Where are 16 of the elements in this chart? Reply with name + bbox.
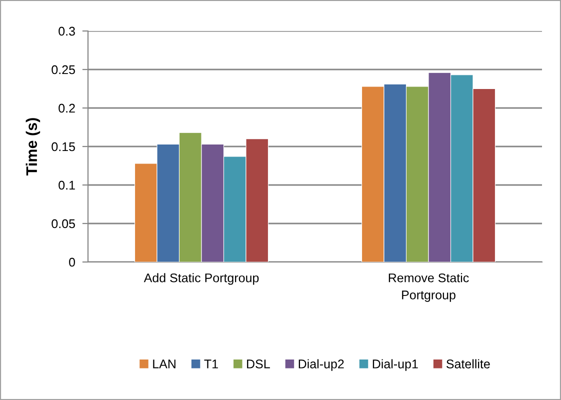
legend-label: T1 [204, 360, 218, 368]
y-tick-label: 0.1 [58, 180, 75, 190]
y-tick-label: 0.25 [52, 65, 75, 74]
x-tick-label: Add Static Portgroup [144, 273, 259, 285]
y-tick-label: 0.15 [52, 142, 75, 152]
x-tick-label: Remove Static Portgroup [388, 273, 469, 302]
y-tick-label: 0.3 [58, 26, 75, 36]
y-tick-label: 0 [69, 258, 76, 267]
legend-label: Dial-up1 [372, 359, 418, 371]
legend-label: DSL [247, 360, 270, 368]
y-tick-label: 0.2 [58, 104, 75, 113]
legend-label: Dial-up2 [298, 359, 344, 371]
y-tick-label: 0.05 [52, 219, 75, 228]
legend-label: LAN [153, 360, 176, 368]
y-axis-title: Time (s) [26, 118, 40, 176]
legend-label: Satellite [446, 359, 490, 368]
